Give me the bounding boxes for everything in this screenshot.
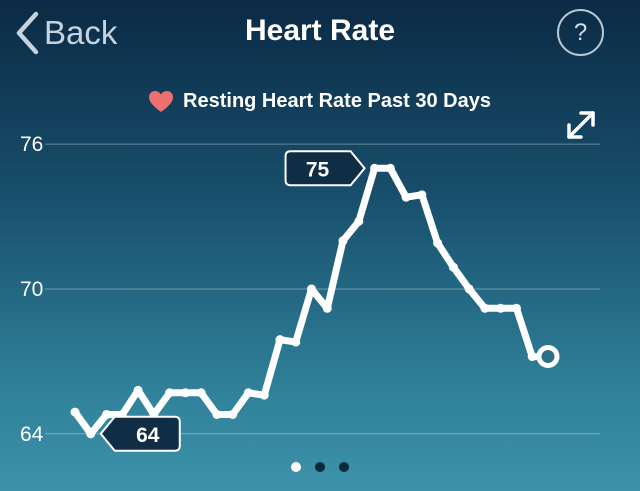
chart-subtitle: Resting Heart Rate Past 30 Days <box>0 90 640 113</box>
help-button[interactable]: ? <box>557 9 604 56</box>
data-point <box>370 163 380 173</box>
y-tick-label: 76 <box>20 133 43 156</box>
back-label: Back <box>44 14 118 51</box>
data-point <box>385 163 395 173</box>
data-point <box>480 303 490 313</box>
svg-text:64: 64 <box>136 424 160 447</box>
data-point <box>86 429 96 439</box>
data-point <box>527 352 537 362</box>
page-dot[interactable] <box>291 462 301 472</box>
back-button[interactable]: Back <box>14 10 117 56</box>
data-point <box>243 388 253 398</box>
data-point <box>180 388 190 398</box>
page-dot[interactable] <box>339 462 349 472</box>
page-title: Heart Rate <box>244 14 396 47</box>
expand-button[interactable] <box>562 106 600 144</box>
data-point <box>196 388 206 398</box>
app-header: Back Heart Rate ? <box>0 0 640 68</box>
heart-rate-line <box>71 164 552 438</box>
data-point <box>259 390 269 400</box>
data-point <box>511 303 521 313</box>
data-point <box>322 303 332 313</box>
data-point <box>133 385 143 395</box>
min-value-label: 64 <box>99 415 181 452</box>
data-point <box>275 335 285 345</box>
heart-icon <box>149 90 174 112</box>
y-tick-label: 64 <box>20 423 44 446</box>
svg-text:75: 75 <box>306 158 330 181</box>
data-point <box>448 262 458 272</box>
expand-arrows-icon <box>567 111 595 139</box>
latest-data-point[interactable] <box>536 345 560 369</box>
data-point <box>291 337 301 347</box>
data-point <box>307 284 316 294</box>
y-tick-label: 70 <box>20 278 43 301</box>
data-point <box>417 190 427 200</box>
data-point <box>496 303 506 313</box>
data-point <box>338 236 348 246</box>
subtitle-text: Resting Heart Rate Past 30 Days <box>183 90 491 112</box>
data-point <box>228 409 238 419</box>
page-indicator <box>0 462 640 472</box>
data-point <box>433 238 443 248</box>
data-point <box>401 192 411 202</box>
data-point <box>165 388 175 398</box>
data-point <box>212 409 222 419</box>
data-point <box>102 409 112 419</box>
help-icon: ? <box>573 18 588 46</box>
chevron-left-icon <box>16 11 39 55</box>
page-dot[interactable] <box>315 462 325 472</box>
max-value-label: 75 <box>284 150 366 187</box>
data-point <box>70 407 80 417</box>
data-point <box>354 216 364 226</box>
data-point <box>464 284 474 294</box>
